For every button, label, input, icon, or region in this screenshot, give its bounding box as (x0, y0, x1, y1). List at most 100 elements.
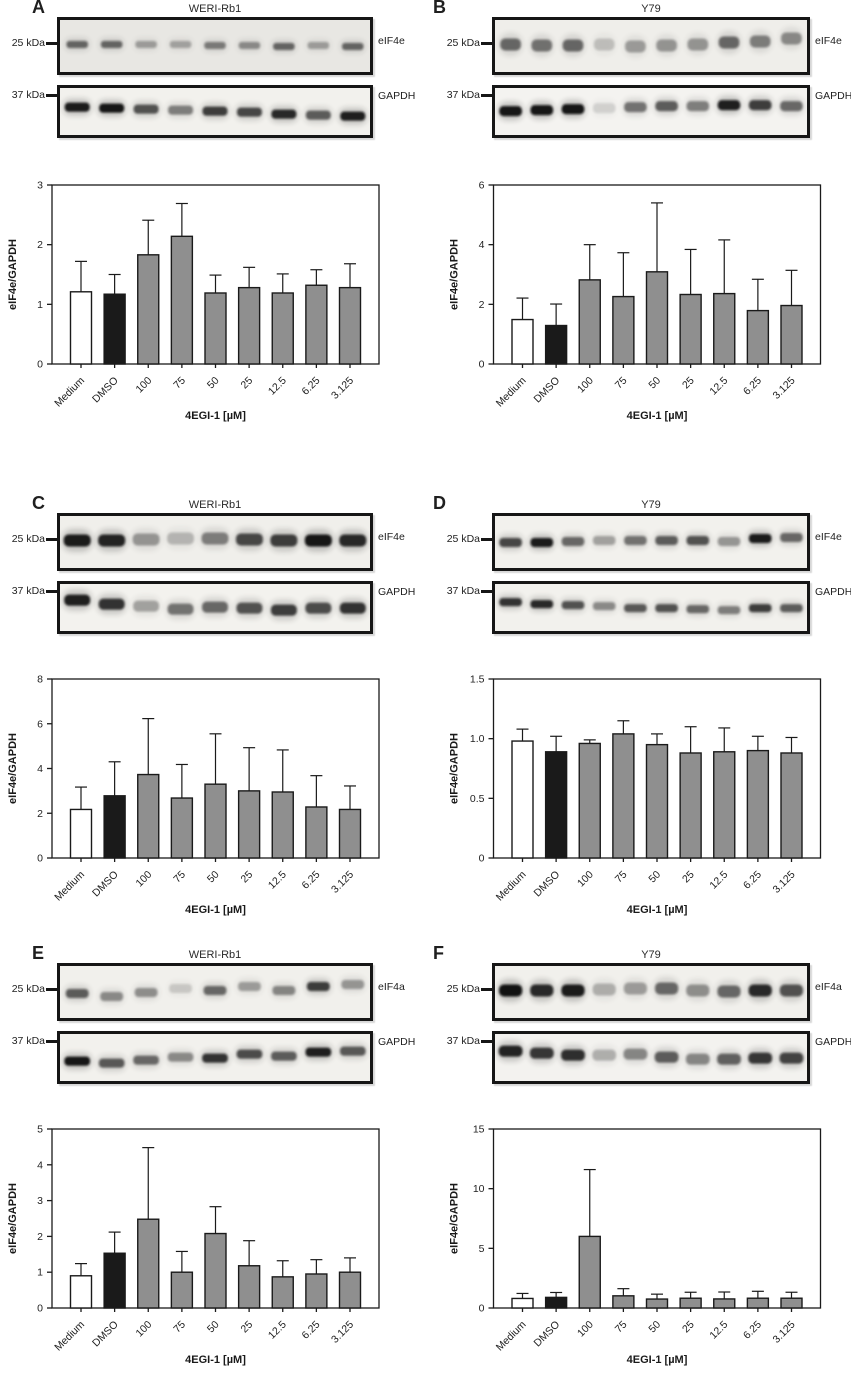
western-blot-eif4a (492, 963, 810, 1021)
protein-label-top: eIF4e (815, 35, 842, 47)
svg-text:5: 5 (37, 1124, 43, 1136)
svg-text:15: 15 (473, 1124, 485, 1136)
svg-text:eIF4e/GAPDH: eIF4e/GAPDH (7, 733, 19, 804)
panel-letter: D (433, 493, 446, 513)
marker-37kda: 37 kDa (11, 585, 45, 597)
svg-text:50: 50 (205, 869, 222, 886)
figure-panel-f: F Y79 25 kDa 37 kDa eIF4a GAPDH 0 5 10 15 Me… (425, 933, 851, 1371)
marker-tick (481, 94, 492, 97)
blot-bands-eif4a (60, 966, 370, 1018)
marker-25kda: 25 kDa (446, 983, 480, 995)
figure-panel-d: D Y79 25 kDa 37 kDa eIF4e GAPDH 0 0.5 1.0 1… (425, 482, 851, 934)
svg-text:100: 100 (133, 1319, 154, 1340)
svg-text:2: 2 (37, 808, 43, 820)
blot-bands-eif4a (495, 966, 807, 1018)
svg-text:100: 100 (133, 869, 154, 890)
protein-label-bottom: GAPDH (815, 1036, 851, 1048)
svg-text:100: 100 (575, 869, 596, 890)
marker-tick (481, 42, 492, 45)
svg-text:75: 75 (171, 375, 188, 392)
western-blot-eif4e (492, 513, 810, 571)
svg-text:50: 50 (205, 375, 222, 392)
svg-text:6.25: 6.25 (300, 869, 323, 892)
svg-text:5: 5 (479, 1243, 485, 1255)
svg-text:75: 75 (171, 869, 188, 886)
marker-37kda: 37 kDa (446, 89, 480, 101)
svg-text:DMSO: DMSO (90, 375, 121, 406)
svg-text:4: 4 (37, 1159, 43, 1171)
svg-text:Medium: Medium (52, 1318, 87, 1353)
svg-text:6.25: 6.25 (741, 869, 764, 892)
marker-37kda: 37 kDa (446, 585, 480, 597)
western-blot-eif4e (492, 17, 810, 75)
svg-text:4: 4 (479, 239, 485, 251)
svg-text:75: 75 (613, 375, 630, 392)
cell-line-title: Y79 (641, 3, 661, 15)
svg-text:50: 50 (205, 1319, 222, 1336)
svg-text:0: 0 (479, 853, 485, 865)
protein-label-top: eIF4a (815, 981, 842, 993)
svg-text:eIF4e/GAPDH: eIF4e/GAPDH (7, 239, 19, 310)
svg-text:50: 50 (646, 869, 663, 886)
marker-25kda: 25 kDa (11, 37, 45, 49)
svg-text:3.125: 3.125 (771, 869, 798, 896)
western-blot-eif4e (57, 513, 373, 571)
svg-text:DMSO: DMSO (90, 869, 121, 900)
svg-text:25: 25 (238, 375, 255, 392)
western-blot-gapdh (492, 85, 810, 138)
svg-text:0: 0 (37, 1303, 43, 1315)
marker-tick (481, 988, 492, 991)
protein-label-bottom: GAPDH (378, 1036, 416, 1048)
svg-text:100: 100 (133, 375, 154, 396)
svg-text:75: 75 (613, 1319, 630, 1336)
svg-text:12.5: 12.5 (266, 375, 289, 398)
svg-text:3.125: 3.125 (329, 1319, 356, 1346)
blot-bands-eif4e (495, 20, 807, 72)
blot-bands-eif4e (60, 20, 370, 72)
panel-letter: A (32, 0, 45, 17)
marker-25kda: 25 kDa (11, 533, 45, 545)
protein-label-top: eIF4a (378, 981, 405, 993)
blot-bands-gapdh (60, 88, 370, 135)
western-blot-gapdh (57, 1031, 373, 1084)
svg-text:4EGI-1 [µM]: 4EGI-1 [µM] (627, 904, 688, 916)
svg-text:eIF4e/GAPDH: eIF4e/GAPDH (449, 1183, 461, 1254)
protein-label-bottom: GAPDH (815, 586, 851, 598)
svg-text:0: 0 (37, 359, 43, 371)
svg-text:6.25: 6.25 (300, 375, 323, 398)
figure-panel-c: C WERI-Rb1 25 kDa 37 kDa eIF4e GAPDH 0 2 4… (0, 482, 425, 934)
protein-label-bottom: GAPDH (815, 90, 851, 102)
marker-37kda: 37 kDa (446, 1035, 480, 1047)
western-blot-eif4e (57, 17, 373, 75)
svg-text:12.5: 12.5 (707, 1319, 730, 1342)
marker-tick (46, 538, 57, 541)
bar-chart-panel-e: 0 1 2 3 4 5 Medium DMSO 100 75 50 25 12.5 6.25 3.125 eI… (0, 1114, 425, 1386)
bar-chart-panel-b: 0 2 4 6 Medium DMSO 100 75 50 25 12.5 6.25 3.125 eIF4… (425, 170, 851, 442)
svg-text:4EGI-1 [µM]: 4EGI-1 [µM] (185, 410, 246, 422)
panel-letter: F (433, 943, 444, 963)
svg-text:6.25: 6.25 (741, 375, 764, 398)
svg-text:50: 50 (646, 375, 663, 392)
svg-text:DMSO: DMSO (531, 869, 562, 900)
svg-text:12.5: 12.5 (266, 869, 289, 892)
marker-tick (46, 590, 57, 593)
marker-tick (46, 1040, 57, 1043)
svg-text:DMSO: DMSO (90, 1319, 121, 1350)
svg-text:0: 0 (479, 1303, 485, 1315)
svg-text:4EGI-1 [µM]: 4EGI-1 [µM] (185, 1354, 246, 1366)
protein-label-bottom: GAPDH (378, 586, 416, 598)
svg-text:25: 25 (238, 869, 255, 886)
marker-tick (46, 94, 57, 97)
svg-text:Medium: Medium (494, 1318, 529, 1353)
marker-tick (481, 590, 492, 593)
bar-chart-panel-c: 0 2 4 6 8 Medium DMSO 100 75 50 25 12.5 6.25 3.125 eIF… (0, 664, 425, 936)
marker-tick (46, 988, 57, 991)
svg-text:DMSO: DMSO (531, 1319, 562, 1350)
marker-25kda: 25 kDa (446, 37, 480, 49)
svg-text:Medium: Medium (494, 868, 529, 903)
svg-text:75: 75 (613, 869, 630, 886)
marker-25kda: 25 kDa (446, 533, 480, 545)
svg-text:100: 100 (575, 1319, 596, 1340)
western-blot-gapdh (492, 581, 810, 634)
